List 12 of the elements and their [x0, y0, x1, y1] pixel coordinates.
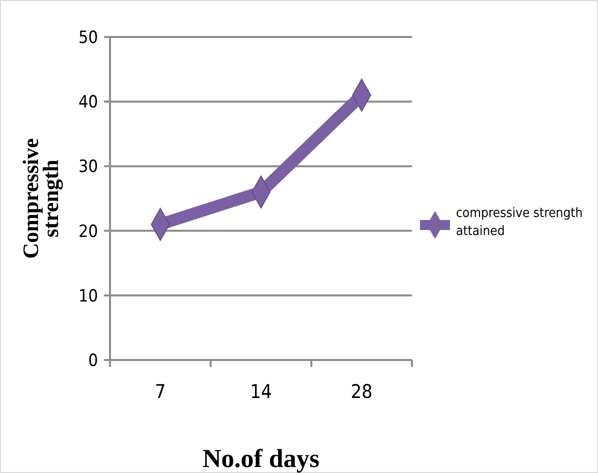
y-tick-label: 30: [78, 157, 98, 178]
x-tick-label: 7: [154, 381, 166, 403]
x-axis-title: No.of days: [202, 444, 320, 473]
x-tick-label: 28: [350, 381, 373, 403]
y-tick-label: 50: [78, 28, 98, 48]
y-axis-title: Compressive strength: [18, 138, 63, 259]
y-tick-label: 10: [78, 286, 98, 306]
y-tick-label: 0: [88, 350, 98, 371]
x-tick-label: 14: [250, 381, 272, 403]
y-tick-label: 40: [78, 92, 98, 113]
legend-label: compressive strength attained: [456, 205, 584, 241]
y-tick-label: 20: [78, 222, 98, 242]
